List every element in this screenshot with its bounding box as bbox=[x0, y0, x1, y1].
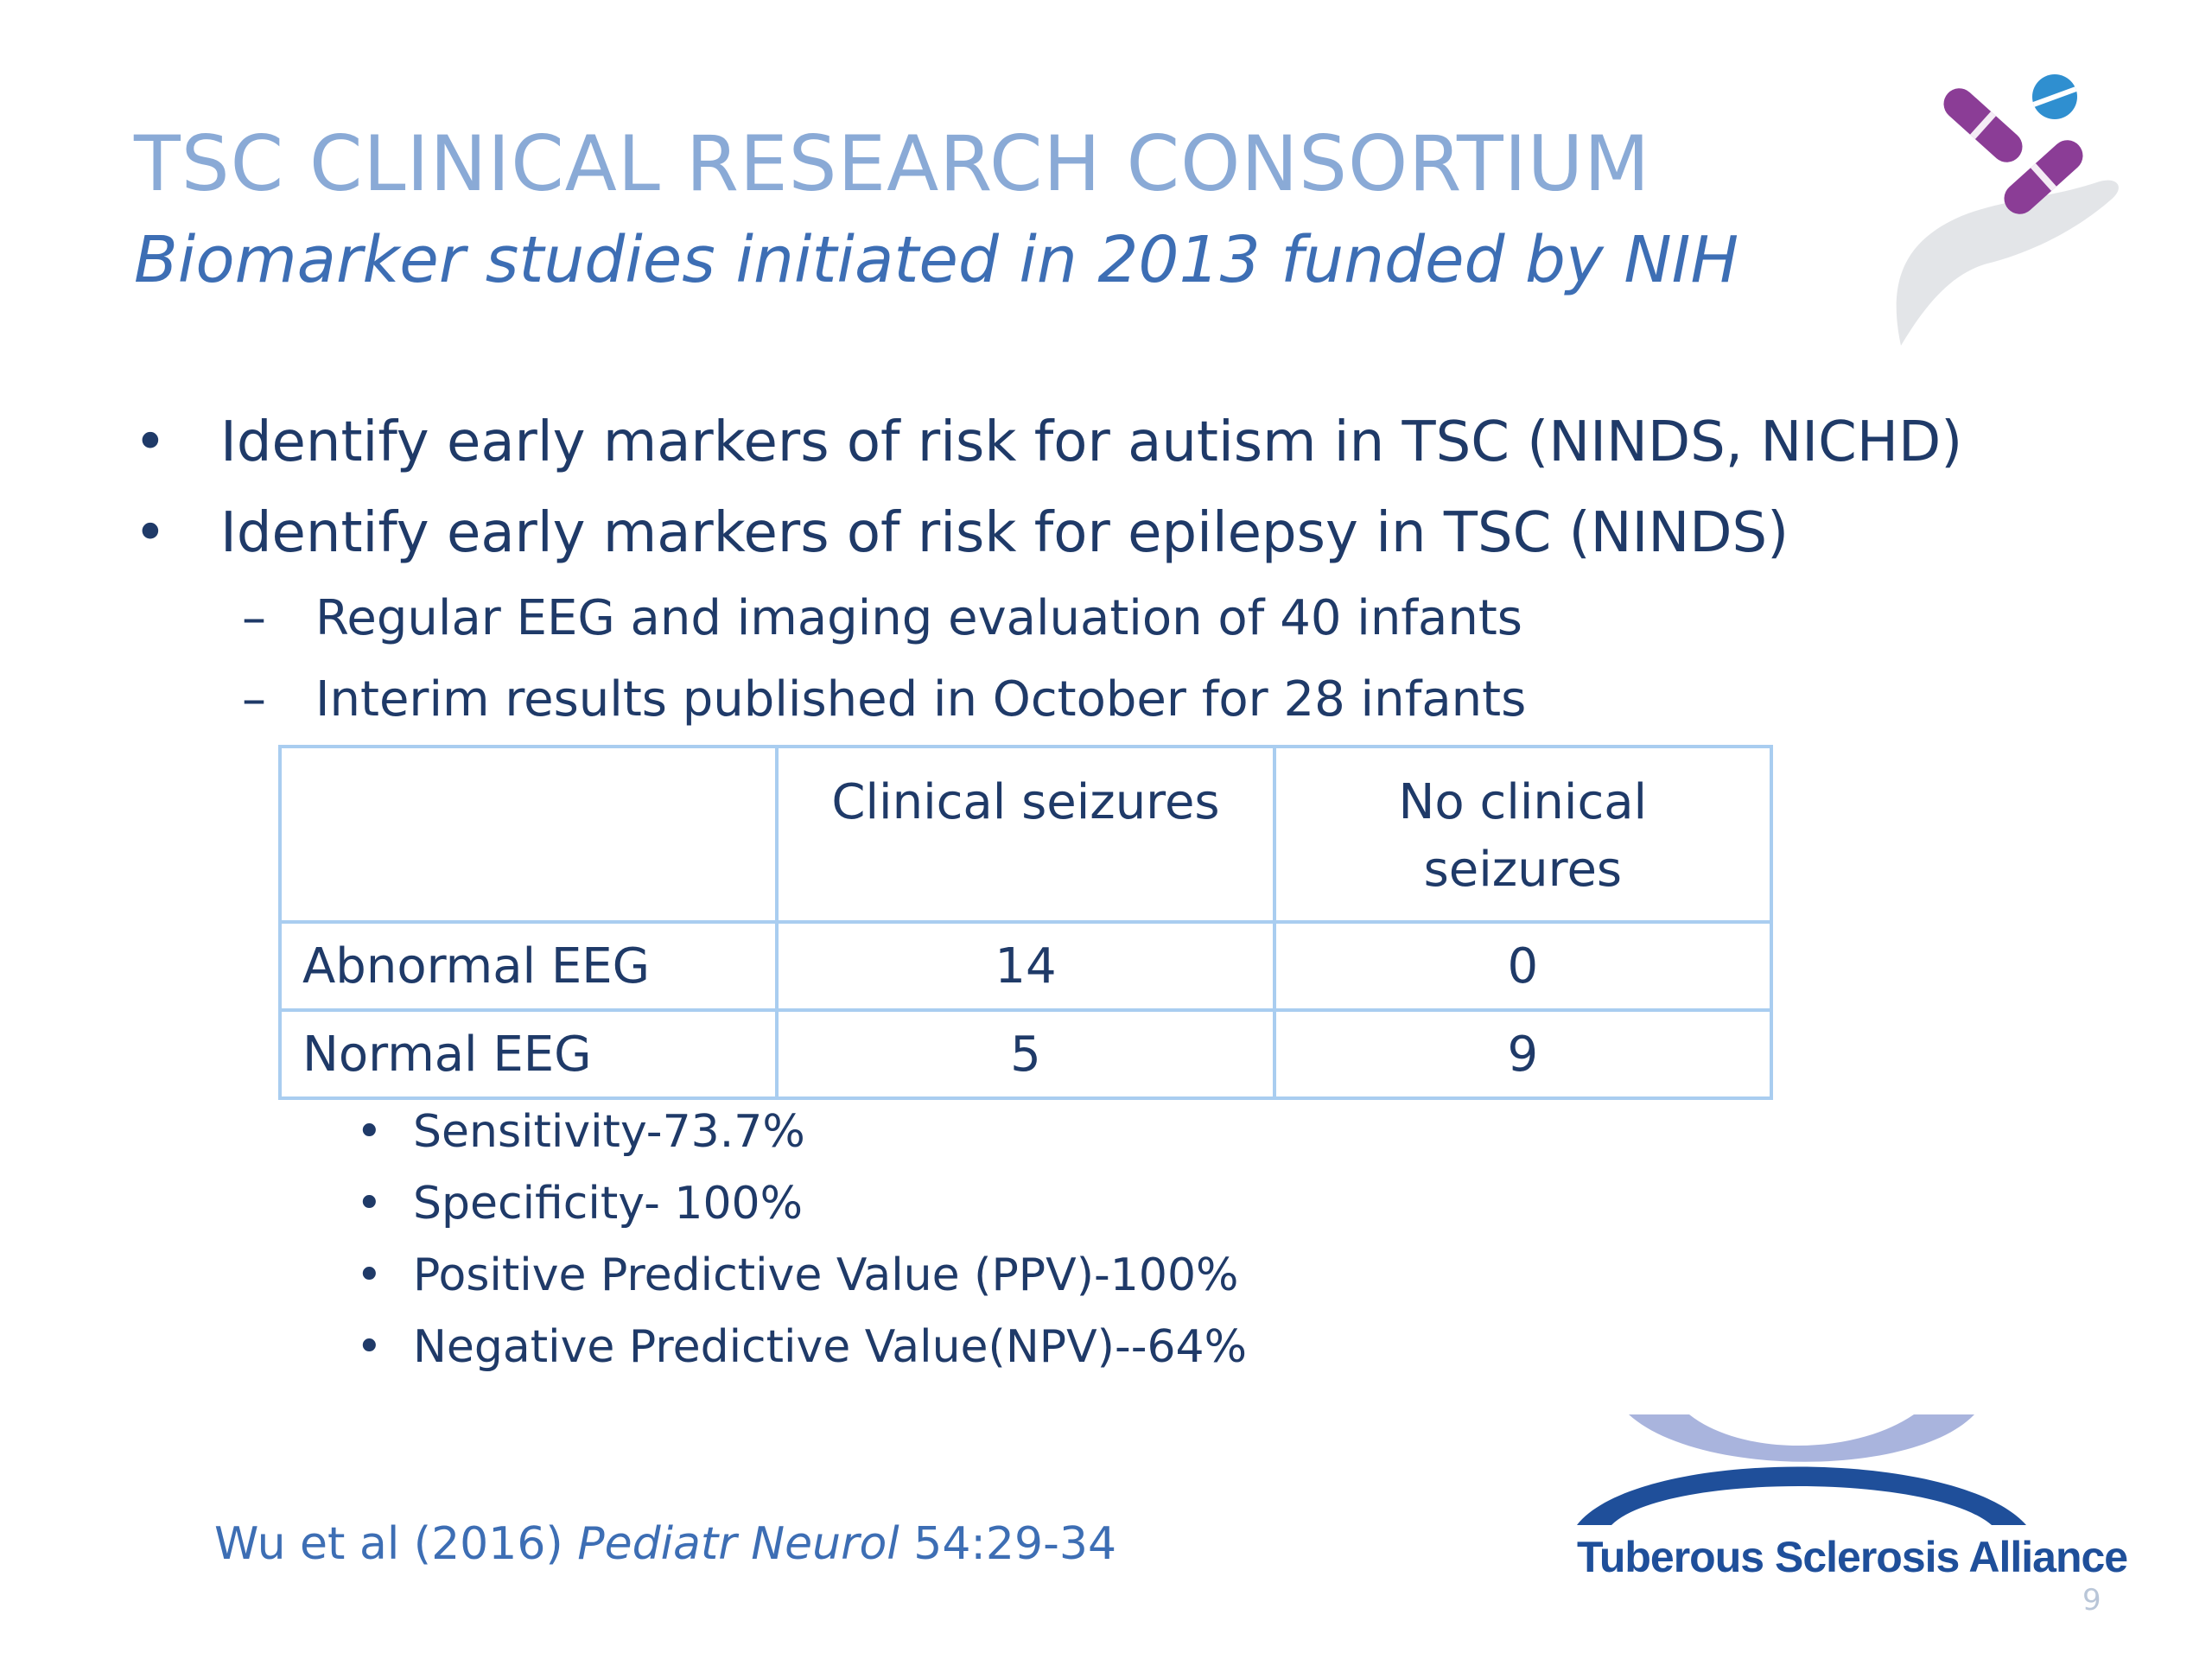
slide-title: TSC CLINICAL RESEARCH CONSORTIUM bbox=[134, 119, 1651, 208]
page-number: 9 bbox=[2082, 1583, 2101, 1618]
table-header-clinical: Clinical seizures bbox=[775, 745, 1276, 924]
row-label-abnormal: Abnormal EEG bbox=[277, 920, 779, 1012]
table-header-row: Clinical seizures No clinical seizures bbox=[277, 745, 1774, 924]
bullet-epilepsy: • Identify early markers of risk for epil… bbox=[134, 501, 1789, 565]
citation-journal: Pediatr Neurol bbox=[577, 1518, 899, 1570]
stat-text: Sensitivity-73.7% bbox=[413, 1106, 805, 1158]
bullet-autism: • Identify early markers of risk for auti… bbox=[134, 410, 1962, 474]
sub-bullet-text: Regular EEG and imaging evaluation of 40… bbox=[315, 590, 1522, 646]
table-header-empty bbox=[277, 745, 779, 924]
sub-bullet-text: Interim results published in October for… bbox=[315, 671, 1527, 728]
citation-authors: Wu et al (2016) bbox=[214, 1518, 578, 1570]
pills-in-hand-icon bbox=[1896, 74, 2119, 346]
stat-specificity: • Specificity- 100% bbox=[356, 1178, 803, 1230]
dash-marker: – bbox=[242, 671, 266, 728]
stat-text: Specificity- 100% bbox=[413, 1178, 804, 1230]
cell-normal-no-clinical: 9 bbox=[1272, 1008, 1774, 1100]
logo-text: Tuberous Sclerosis Alliance bbox=[1577, 1533, 2128, 1581]
bullet-marker: • bbox=[356, 1321, 383, 1373]
sub-bullet-interim-results: – Interim results published in October fo… bbox=[242, 671, 1526, 728]
tuberous-sclerosis-alliance-logo bbox=[1577, 1414, 2026, 1525]
bullet-marker: • bbox=[134, 410, 167, 474]
bullet-text: Identify early markers of risk for autis… bbox=[220, 410, 1963, 474]
table-row: Normal EEG 5 9 bbox=[277, 1008, 1774, 1100]
cell-abnormal-clinical: 14 bbox=[775, 920, 1276, 1012]
sub-bullet-eeg-evaluation: – Regular EEG and imaging evaluation of 4… bbox=[242, 590, 1522, 646]
stat-sensitivity: • Sensitivity-73.7% bbox=[356, 1106, 805, 1158]
bullet-text: Identify early markers of risk for epile… bbox=[220, 501, 1789, 565]
cell-abnormal-no-clinical: 0 bbox=[1272, 920, 1774, 1012]
stat-text: Negative Predictive Value(NPV)--64% bbox=[413, 1321, 1248, 1373]
bullet-marker: • bbox=[356, 1106, 383, 1158]
dash-marker: – bbox=[242, 590, 266, 646]
citation: Wu et al (2016) Pediatr Neurol 54:29-34 bbox=[214, 1518, 1116, 1570]
stat-npv: • Negative Predictive Value(NPV)--64% bbox=[356, 1321, 1247, 1373]
eeg-seizure-table: Clinical seizures No clinical seizures A… bbox=[277, 745, 1774, 1100]
row-label-normal: Normal EEG bbox=[277, 1008, 779, 1100]
table-row: Abnormal EEG 14 0 bbox=[277, 920, 1774, 1012]
stat-ppv: • Positive Predictive Value (PPV)-100% bbox=[356, 1249, 1238, 1301]
bullet-marker: • bbox=[356, 1178, 383, 1230]
cell-normal-clinical: 5 bbox=[775, 1008, 1276, 1100]
table-header-no-clinical: No clinical seizures bbox=[1272, 745, 1774, 924]
bullet-marker: • bbox=[356, 1249, 383, 1301]
citation-volume: 54:29-34 bbox=[899, 1518, 1117, 1570]
slide-subtitle: Biomarker studies initiated in 2013 fund… bbox=[134, 223, 1739, 297]
bullet-marker: • bbox=[134, 501, 167, 565]
stat-text: Positive Predictive Value (PPV)-100% bbox=[413, 1249, 1239, 1301]
